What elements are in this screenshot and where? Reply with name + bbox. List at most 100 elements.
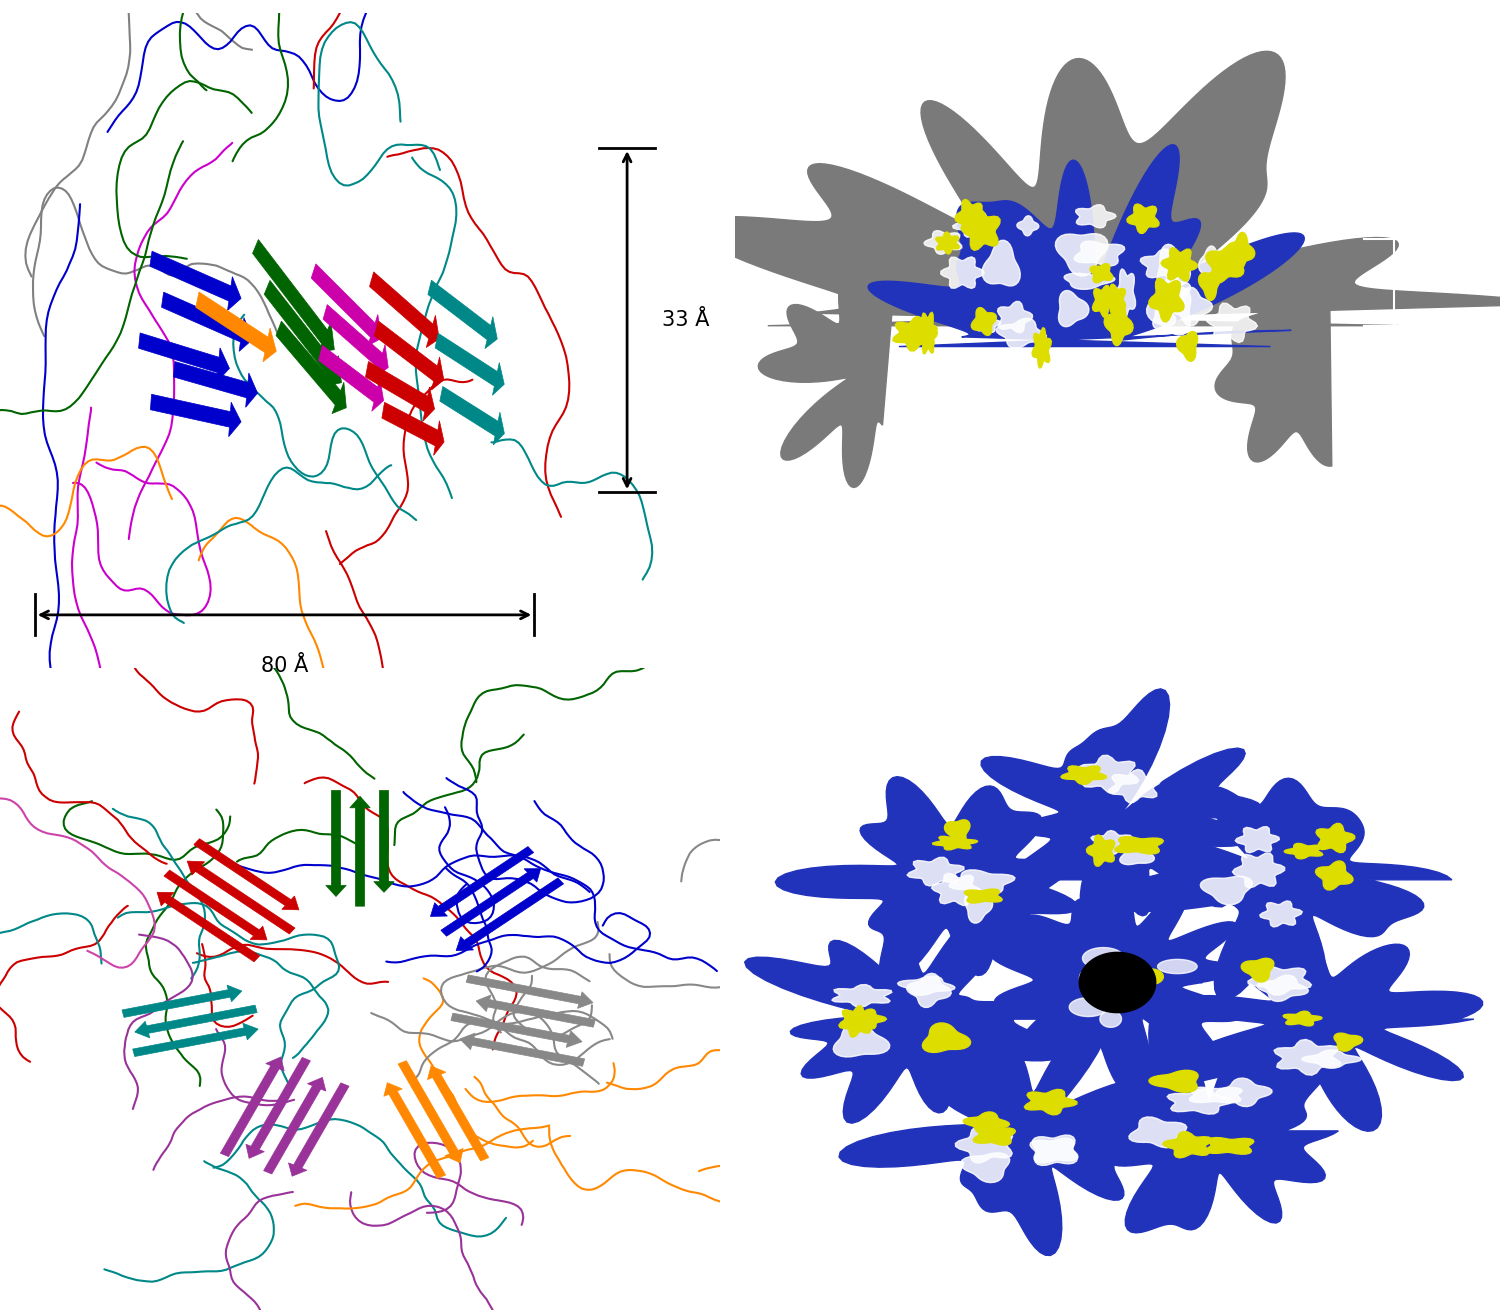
Polygon shape (1060, 766, 1107, 785)
Polygon shape (918, 312, 938, 354)
FancyArrow shape (366, 362, 435, 421)
Text: 20 Å: 20 Å (1434, 272, 1479, 292)
FancyArrow shape (264, 280, 342, 386)
FancyArrow shape (435, 333, 504, 396)
Polygon shape (1126, 204, 1160, 233)
FancyArrow shape (427, 280, 498, 348)
FancyArrow shape (375, 321, 444, 390)
Polygon shape (950, 870, 1016, 893)
Polygon shape (833, 985, 892, 1007)
Polygon shape (990, 882, 1240, 1099)
FancyArrow shape (430, 846, 534, 917)
Polygon shape (1100, 1010, 1122, 1027)
Polygon shape (1206, 1137, 1254, 1154)
Polygon shape (1104, 284, 1125, 314)
Polygon shape (964, 893, 993, 924)
Polygon shape (1108, 769, 1161, 803)
Polygon shape (962, 208, 1000, 250)
Polygon shape (952, 212, 998, 237)
Polygon shape (908, 857, 964, 886)
Polygon shape (936, 232, 958, 254)
Polygon shape (975, 314, 1000, 333)
FancyArrow shape (369, 272, 440, 347)
Polygon shape (1056, 233, 1108, 276)
Polygon shape (1102, 778, 1452, 1000)
Polygon shape (1078, 756, 1138, 794)
Polygon shape (1130, 1117, 1186, 1148)
Polygon shape (964, 889, 1002, 903)
Polygon shape (776, 777, 1128, 982)
Polygon shape (1316, 824, 1354, 853)
Polygon shape (1284, 844, 1323, 859)
FancyArrow shape (326, 790, 346, 896)
Polygon shape (932, 874, 981, 905)
Polygon shape (956, 199, 984, 234)
Polygon shape (1119, 845, 1155, 865)
Text: 80 Å: 80 Å (261, 656, 308, 676)
FancyArrow shape (460, 1034, 585, 1066)
Polygon shape (1206, 245, 1243, 283)
Polygon shape (1198, 246, 1219, 276)
Polygon shape (1017, 216, 1040, 236)
FancyArrow shape (264, 1077, 326, 1174)
Polygon shape (1092, 286, 1114, 317)
Polygon shape (839, 1006, 873, 1038)
Polygon shape (1158, 959, 1197, 973)
FancyArrow shape (174, 362, 258, 407)
Polygon shape (956, 1127, 1012, 1163)
FancyArrow shape (350, 796, 370, 907)
Polygon shape (982, 240, 1020, 286)
FancyArrow shape (288, 1083, 350, 1176)
Polygon shape (1167, 1089, 1233, 1114)
Polygon shape (1080, 968, 1106, 988)
Polygon shape (933, 834, 978, 850)
Polygon shape (1302, 1051, 1362, 1068)
Polygon shape (1083, 947, 1124, 969)
Polygon shape (1104, 303, 1132, 346)
Polygon shape (1215, 266, 1332, 466)
FancyArrow shape (382, 402, 444, 456)
FancyArrow shape (150, 394, 242, 436)
Polygon shape (1032, 328, 1052, 368)
Polygon shape (1316, 861, 1353, 889)
FancyArrow shape (456, 878, 564, 951)
Polygon shape (1257, 975, 1308, 1001)
Polygon shape (1248, 967, 1311, 996)
Polygon shape (897, 976, 956, 996)
Polygon shape (960, 1153, 1010, 1183)
Polygon shape (1030, 1138, 1078, 1163)
Polygon shape (1140, 249, 1188, 279)
Polygon shape (1154, 305, 1176, 329)
Polygon shape (1260, 901, 1302, 927)
Polygon shape (1090, 958, 1110, 971)
FancyArrow shape (135, 1005, 256, 1038)
Polygon shape (998, 301, 1032, 333)
Polygon shape (692, 51, 1500, 326)
Polygon shape (963, 1112, 1010, 1133)
Polygon shape (744, 884, 1089, 1123)
Polygon shape (1176, 331, 1197, 362)
FancyArrow shape (150, 252, 242, 310)
FancyArrow shape (374, 790, 394, 892)
Polygon shape (1158, 275, 1191, 307)
Polygon shape (1154, 903, 1482, 1132)
FancyArrow shape (194, 838, 298, 910)
Polygon shape (1206, 303, 1257, 342)
FancyArrow shape (476, 996, 596, 1027)
Polygon shape (892, 317, 938, 351)
Polygon shape (1064, 274, 1114, 290)
FancyArrow shape (246, 1057, 310, 1158)
Text: 33 Å: 33 Å (662, 310, 710, 330)
FancyArrow shape (452, 1013, 582, 1048)
Polygon shape (1032, 1134, 1077, 1166)
FancyArrow shape (164, 870, 267, 939)
Polygon shape (981, 689, 1262, 916)
Polygon shape (906, 973, 951, 1007)
Polygon shape (1162, 1132, 1212, 1158)
Polygon shape (924, 231, 962, 254)
FancyArrow shape (398, 1061, 464, 1163)
Polygon shape (1161, 248, 1197, 282)
FancyArrow shape (440, 386, 504, 445)
FancyArrow shape (158, 892, 260, 962)
Polygon shape (1282, 1011, 1322, 1026)
